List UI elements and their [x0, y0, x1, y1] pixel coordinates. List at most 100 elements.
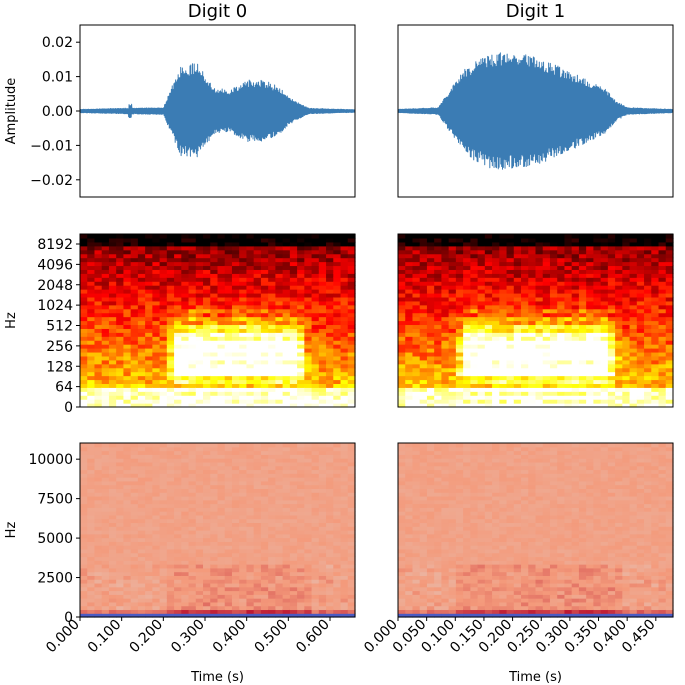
spectrogram-cell [311, 308, 320, 314]
spectrogram-cell [521, 253, 529, 259]
spectrogram-cell [94, 281, 103, 286]
spectrogram-cell [224, 387, 233, 392]
spectrogram-cell [239, 548, 248, 554]
spectrogram-cell [304, 461, 313, 467]
spectrogram-cell [326, 289, 334, 294]
spectrogram-cell [108, 336, 117, 341]
spectrogram-cell [123, 526, 132, 531]
spectrogram-cell [304, 590, 313, 595]
spectrogram-cell [87, 465, 96, 471]
spectrogram-cell [426, 348, 435, 353]
spectrogram-cell [297, 371, 305, 377]
spectrogram-cell [318, 575, 327, 580]
spectrogram-cell [549, 379, 558, 385]
spectrogram-cell [289, 261, 298, 267]
y-axis-label: Amplitude [4, 78, 19, 145]
spectrogram-cell [297, 465, 305, 471]
spectrogram-cell [586, 249, 594, 255]
spectrogram-cell [217, 567, 226, 573]
spectrogram-cell [80, 289, 88, 294]
spectrogram-cell [607, 257, 616, 263]
spectrogram-cell [564, 336, 573, 341]
spectrogram-cell [80, 351, 88, 357]
spectrogram-cell [166, 359, 175, 365]
spectrogram-cell [195, 332, 204, 337]
spectrogram-cell [275, 526, 284, 531]
spectrogram-cell [268, 601, 276, 607]
spectrogram-cell [101, 461, 110, 467]
spectrogram-cell [195, 537, 204, 542]
spectrogram-cell [564, 269, 573, 274]
spectrogram-cell [470, 241, 479, 247]
spectrogram-cell [210, 241, 219, 247]
spectrogram-cell [145, 522, 153, 527]
spectrogram-cell [210, 450, 219, 455]
spectrogram-cell [506, 308, 515, 314]
spectrogram-cell [108, 492, 117, 497]
spectrogram-cell [188, 484, 197, 489]
spectrogram-cell [231, 249, 240, 255]
spectrogram-cell [94, 237, 103, 243]
spectrogram-cell [426, 241, 435, 247]
spectrogram-cell [297, 359, 305, 365]
spectrogram-cell [412, 375, 421, 381]
spectrogram-cell [644, 371, 652, 377]
spectrogram-cell [600, 328, 609, 333]
spectrogram-cell [130, 507, 139, 512]
spectrogram-cell [217, 605, 226, 611]
spectrogram-cell [217, 273, 226, 278]
spectrogram-cell [239, 477, 248, 482]
spectrogram-cell [282, 446, 291, 452]
spectrogram-cell [152, 514, 161, 520]
spectrogram-cell [130, 257, 139, 263]
spectrogram-cell [622, 351, 631, 357]
spectrogram-cell [210, 503, 219, 508]
spectrogram-cell [549, 237, 558, 243]
spectrogram-cell [159, 488, 168, 493]
spectrogram-cell [304, 300, 313, 306]
spectrogram-cell [492, 403, 500, 408]
spectrogram-cell [521, 304, 529, 310]
spectrogram-cell [578, 324, 587, 329]
spectrogram-cell [268, 477, 276, 482]
spectrogram-cell [253, 450, 262, 455]
spectrogram-cell [166, 292, 175, 298]
spectrogram-cell [651, 351, 660, 357]
spectrogram-cell [152, 391, 161, 396]
spectrogram-cell [578, 344, 587, 349]
spectrogram-cell [210, 613, 219, 618]
spectrogram-cell [195, 598, 204, 603]
spectrogram-cell [174, 450, 182, 455]
spectrogram-cell [441, 253, 450, 259]
spectrogram-cell [318, 548, 327, 554]
spectrogram-cell [123, 249, 132, 255]
spectrogram-cell [333, 324, 342, 329]
spectrogram-cell [557, 273, 566, 278]
spectrogram-cell [607, 355, 616, 361]
spectrogram-cell [506, 340, 515, 345]
spectrogram-cell [174, 249, 182, 255]
spectrogram-cell [289, 265, 298, 270]
spectrogram-cell [419, 375, 428, 381]
spectrogram-cell [195, 375, 204, 381]
spectrogram-cell [253, 499, 262, 505]
spectrogram-cell [275, 575, 284, 580]
spectrogram-cell [658, 249, 667, 255]
spectrogram-cell [405, 265, 414, 270]
spectrogram-cell [651, 395, 660, 400]
spectrogram-cell [174, 564, 182, 569]
spectrogram-cell [282, 503, 291, 508]
spectrogram-cell [217, 281, 226, 286]
spectrogram-cell [123, 344, 132, 349]
spectrogram-cell [188, 450, 197, 455]
spectrogram-cell [224, 348, 233, 353]
spectrogram-cell [203, 269, 211, 274]
spectrogram-cell [412, 383, 421, 388]
spectrogram-cell [130, 296, 139, 302]
spectrogram-cell [174, 383, 182, 388]
spectrogram-cell [607, 289, 616, 294]
spectrogram-cell [181, 458, 190, 463]
spectrogram-cell [87, 351, 96, 357]
spectrogram-cell [593, 234, 602, 239]
spectrogram-cell [94, 575, 103, 580]
